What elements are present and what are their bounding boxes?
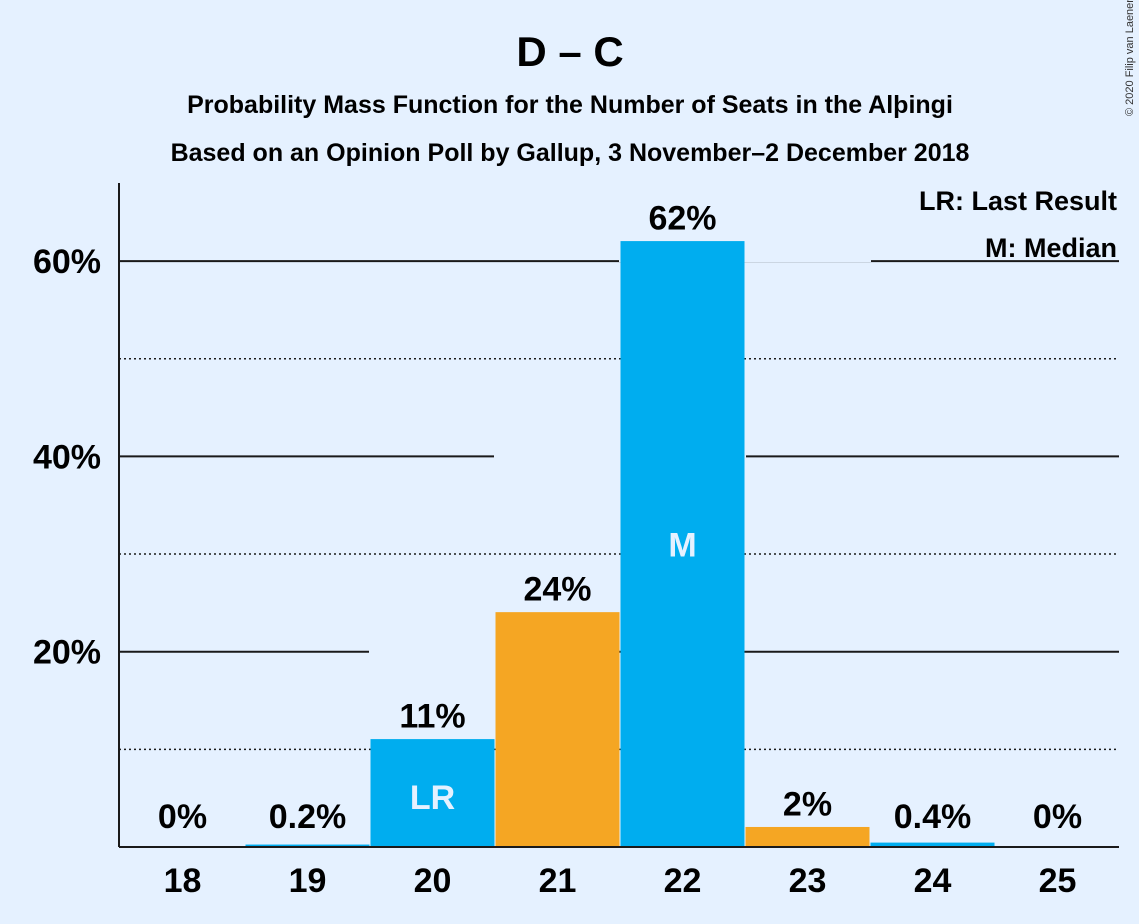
value-label-backdrop-21 xyxy=(509,568,606,611)
inside-label-m: M xyxy=(668,526,696,564)
value-label-22: 62% xyxy=(648,200,716,238)
x-tick-label-23: 23 xyxy=(789,862,827,900)
value-label-23: 2% xyxy=(783,785,832,823)
chart-subtitle-line-2: Based on an Opinion Poll by Gallup, 3 No… xyxy=(171,139,970,167)
copyright-notice: © 2020 Filip van Laenen xyxy=(1124,0,1136,116)
gridlines: 20% 40% 60% xyxy=(33,243,1119,751)
bars xyxy=(245,241,995,848)
x-tick-label-19: 19 xyxy=(289,862,327,900)
value-label-24: 0.4% xyxy=(894,798,972,836)
y-tick-label: 20% xyxy=(33,634,101,672)
x-tick-label-25: 25 xyxy=(1039,862,1077,900)
chart-subtitle-line-1: Probability Mass Function for the Number… xyxy=(187,91,953,119)
value-label-20: 11% xyxy=(399,698,465,736)
x-tick-label-18: 18 xyxy=(164,862,202,900)
bar-23 xyxy=(745,826,870,848)
x-tick-label-24: 24 xyxy=(914,862,952,900)
bar-value-labels: 0% 18 0.2% 19 11% 20 24% 21 62% 22 2% 23 0.4% 24 0% 25 L… xyxy=(158,197,1082,900)
bar-20 xyxy=(370,739,495,848)
value-label-18: 0% xyxy=(158,798,207,836)
gridline-mask xyxy=(494,450,746,458)
value-label-backdrop-22 xyxy=(634,197,731,240)
chart-title: D – C xyxy=(516,28,623,75)
legend-entry: M: Median xyxy=(985,233,1117,263)
y-tick-label: 60% xyxy=(33,243,101,281)
value-label-21: 24% xyxy=(523,571,591,609)
legend: LR: Last Result M: Median xyxy=(919,186,1117,263)
legend-entry: LR: Last Result xyxy=(919,186,1117,216)
y-tick-label: 40% xyxy=(33,438,101,476)
value-label-25: 0% xyxy=(1033,798,1082,836)
value-label-19: 0.2% xyxy=(269,798,347,836)
bar-21 xyxy=(495,612,620,848)
x-tick-label-22: 22 xyxy=(664,862,702,900)
x-tick-label-20: 20 xyxy=(414,862,452,900)
inside-label-lr: LR xyxy=(410,779,455,817)
x-tick-label-21: 21 xyxy=(539,862,577,900)
axes xyxy=(118,183,1119,848)
gridline-mask xyxy=(369,647,496,655)
gridline-mask xyxy=(619,254,871,262)
bar-22 xyxy=(620,241,745,848)
